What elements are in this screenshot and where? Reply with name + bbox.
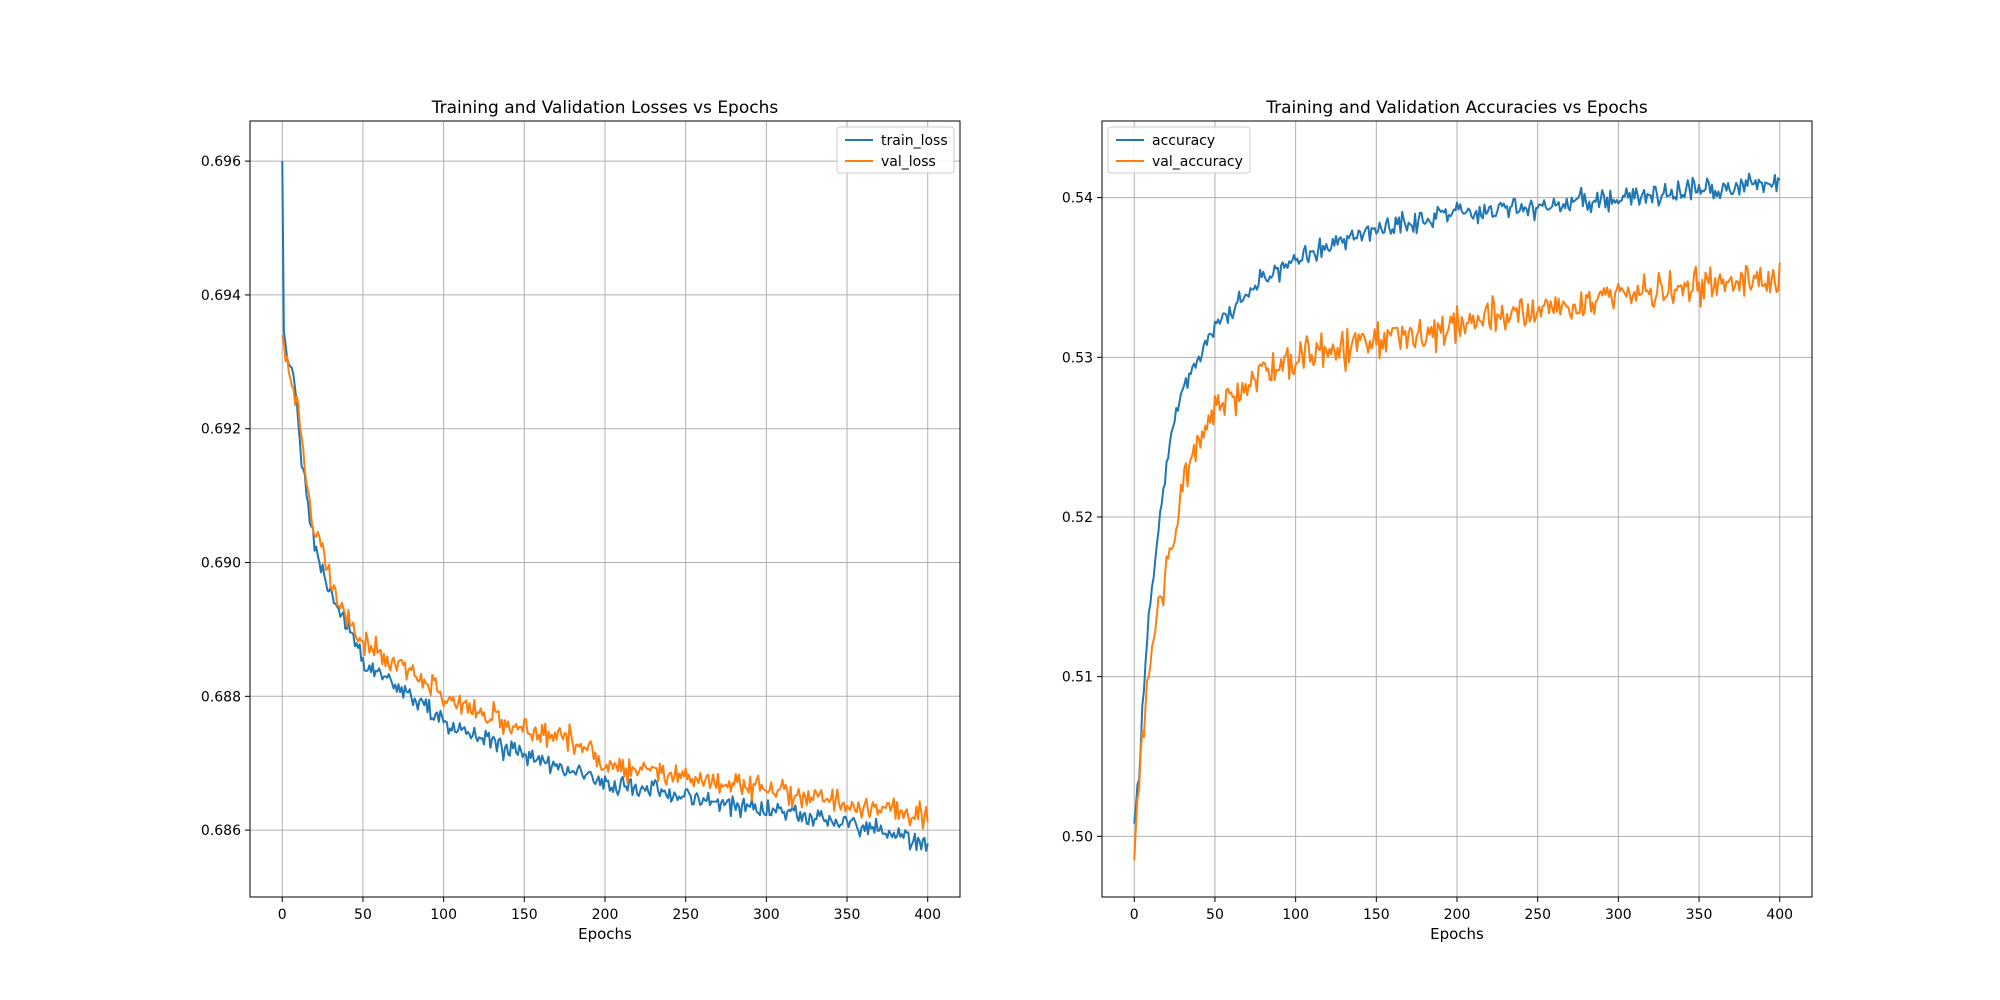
x-tick-label: 300: [753, 907, 780, 923]
y-tick-label: 0.53: [1062, 350, 1093, 366]
y-tick-label: 0.51: [1062, 670, 1093, 686]
y-tick-label: 0.690: [201, 556, 241, 572]
accuracy-chart-grid: [1102, 121, 1812, 897]
x-tick-label: 400: [914, 907, 941, 923]
loss-chart-series: [281, 161, 929, 853]
x-tick-label: 100: [1282, 907, 1309, 923]
x-tick-label: 400: [1766, 907, 1793, 923]
x-tick-label: 50: [1206, 907, 1224, 923]
series-line-accuracy: [1133, 172, 1781, 824]
loss-chart-grid: [250, 121, 960, 897]
y-tick-label: 0.694: [201, 288, 241, 304]
y-tick-label: 0.686: [201, 823, 241, 839]
accuracy-chart-series: [1133, 172, 1781, 861]
y-tick-label: 0.696: [201, 154, 241, 170]
accuracy-legend-label-train: accuracy: [1152, 133, 1215, 149]
x-tick-label: 0: [1130, 907, 1139, 923]
accuracy-chart-title: Training and Validation Accuracies vs Ep…: [1265, 98, 1648, 118]
accuracy-chart-xlabel: Epochs: [1430, 925, 1484, 943]
loss-chart-title: Training and Validation Losses vs Epochs: [431, 98, 779, 118]
x-tick-label: 150: [1363, 907, 1390, 923]
y-tick-label: 0.688: [201, 689, 241, 705]
y-tick-label: 0.52: [1062, 510, 1093, 526]
x-tick-label: 50: [354, 907, 372, 923]
x-tick-label: 250: [672, 907, 699, 923]
accuracy-chart-legend: accuracy val_accuracy: [1107, 126, 1251, 174]
x-tick-label: 200: [592, 907, 619, 923]
loss-chart: Training and Validation Losses vs Epochs…: [201, 98, 961, 943]
y-tick-label: 0.692: [201, 422, 241, 438]
loss-legend-label-val: val_loss: [881, 154, 936, 170]
loss-chart-legend: train_loss val_loss: [836, 126, 955, 174]
x-tick-label: 350: [1686, 907, 1713, 923]
y-tick-label: 0.50: [1062, 829, 1093, 845]
y-tick-label: 0.54: [1062, 191, 1093, 207]
x-tick-label: 100: [430, 907, 457, 923]
x-tick-label: 250: [1524, 907, 1551, 923]
accuracy-chart: Training and Validation Accuracies vs Ep…: [1062, 98, 1813, 943]
x-tick-label: 350: [834, 907, 861, 923]
loss-chart-xlabel: Epochs: [578, 925, 632, 943]
series-line-val_loss: [281, 334, 929, 830]
series-line-train_loss: [281, 161, 929, 853]
accuracy-chart-ticks: 0 50 100 150 200 250 300 350 400 0.50 0.51 0.52 0.53…: [1062, 191, 1793, 923]
x-tick-label: 0: [278, 907, 287, 923]
series-line-val_accuracy: [1133, 262, 1781, 861]
x-tick-label: 150: [511, 907, 538, 923]
accuracy-legend-label-val: val_accuracy: [1152, 154, 1243, 170]
x-tick-label: 200: [1444, 907, 1471, 923]
loss-chart-ticks: 0 50 100 150 200 250 300 350 400 0.686 0.688 0.690 0…: [201, 154, 941, 923]
loss-legend-label-train: train_loss: [881, 133, 948, 149]
x-tick-label: 300: [1605, 907, 1632, 923]
